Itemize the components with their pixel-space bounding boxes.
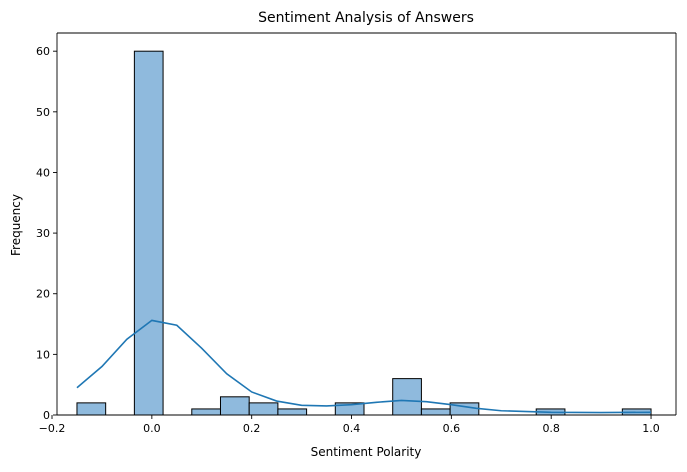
y-axis-ticks: 0 10 20 30 40 50 60 — [36, 45, 57, 422]
bars-group — [76, 50, 652, 416]
y-tick-label: 30 — [36, 227, 50, 240]
y-axis-label: Frequency — [9, 194, 23, 256]
x-tick-label: 0.2 — [243, 422, 261, 435]
y-tick-label: 40 — [36, 166, 50, 179]
x-axis-ticks: −0.2 0.0 0.2 0.4 0.6 0.8 1.0 — [39, 415, 660, 435]
axes-frame — [56, 32, 677, 416]
x-tick-label: 0.0 — [143, 422, 161, 435]
x-tick-label: 1.0 — [642, 422, 660, 435]
histogram-bar — [248, 402, 279, 416]
histogram-bar — [420, 408, 451, 416]
x-tick-label: 0.6 — [443, 422, 461, 435]
chart-title: Sentiment Analysis of Answers — [258, 10, 474, 26]
histogram-bar — [76, 402, 107, 416]
histogram-bar — [277, 408, 308, 416]
x-tick-label: 0.8 — [542, 422, 560, 435]
y-tick-label: 50 — [36, 106, 50, 119]
y-tick-label: 60 — [36, 45, 50, 58]
y-tick-label: 10 — [36, 348, 50, 361]
y-tick-label: 20 — [36, 288, 50, 301]
histogram-bar — [191, 408, 221, 416]
x-tick-label: 0.4 — [343, 422, 361, 435]
y-tick-label: 0 — [43, 409, 50, 422]
histogram-bar — [133, 50, 164, 416]
kde-curve — [76, 319, 652, 414]
histogram-bar — [392, 378, 422, 416]
x-axis-label: Sentiment Polarity — [311, 445, 422, 459]
histogram-bar — [219, 396, 250, 416]
x-tick-label: −0.2 — [39, 422, 66, 435]
